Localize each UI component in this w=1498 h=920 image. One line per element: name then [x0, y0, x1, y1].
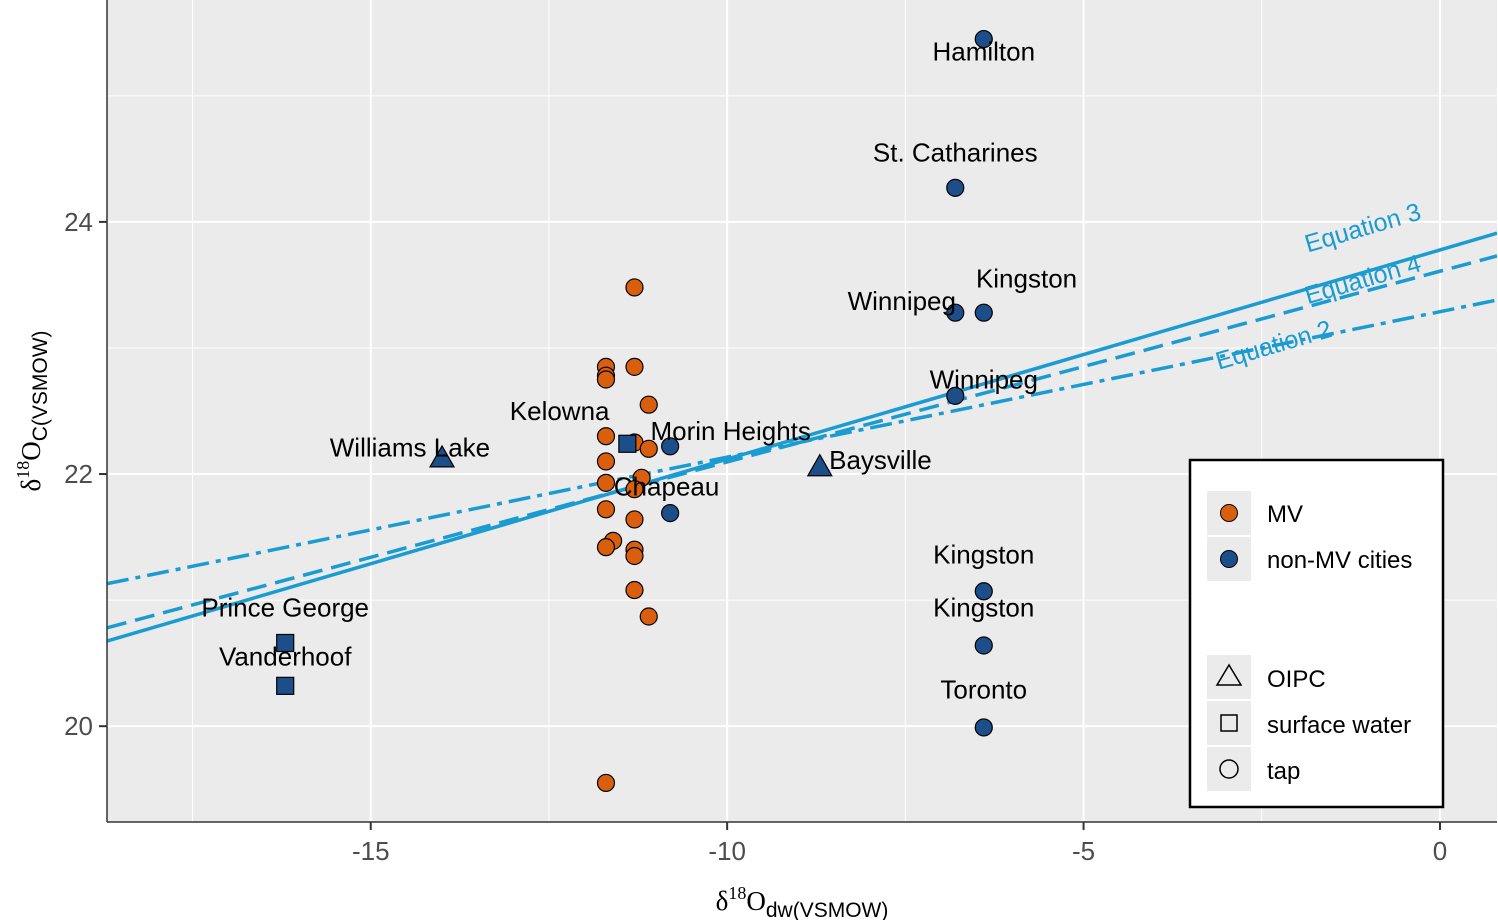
point-mv	[625, 580, 644, 600]
point-label: Prince George	[201, 593, 369, 623]
line-equation-4	[107, 254, 1497, 630]
point-surface-water	[276, 676, 295, 695]
point-mv	[625, 357, 644, 376]
point-surface-water	[618, 434, 637, 453]
point-mv	[625, 480, 644, 499]
point-non-mv-cities	[946, 303, 965, 322]
point-surface-water	[276, 633, 295, 653]
point-label: Baysville	[829, 445, 932, 475]
point-label: Morin Heights	[651, 416, 811, 446]
point-label: Kingston	[976, 263, 1077, 293]
point-mv	[596, 452, 616, 471]
point-oipc	[428, 444, 456, 468]
x-title-main: O	[746, 886, 766, 916]
legend: MV non-MV cities OIPC surface water tap	[1188, 458, 1445, 809]
point-non-mv-cities	[661, 504, 680, 523]
point-mv	[596, 427, 616, 446]
legend-key-tap-circle-icon	[1219, 759, 1239, 779]
point-label: Williams Lake	[330, 432, 490, 462]
point-mv	[596, 500, 616, 519]
legend-key-oipc-triangle-icon	[1215, 663, 1243, 686]
point-label: St. Catharines	[873, 137, 1038, 167]
point-label: Chapeau	[614, 471, 720, 501]
line-equation-2	[107, 298, 1497, 586]
point-non-mv-cities	[974, 29, 993, 49]
point-mv	[639, 439, 658, 458]
point-mv	[596, 473, 616, 492]
point-mv	[639, 607, 658, 626]
x-title-sub: dw(VSMOW)	[766, 899, 889, 920]
legend-label-oipc: OIPC	[1267, 666, 1326, 693]
legend-label-non-mv: non-MV cities	[1267, 547, 1412, 574]
point-mv	[596, 538, 616, 557]
legend-key-bg-oipc	[1207, 655, 1251, 699]
x-tick-label: -15	[352, 836, 390, 866]
point-mv	[625, 546, 644, 566]
point-mv	[639, 395, 658, 414]
point-label: Vanderhoof	[219, 642, 352, 672]
point-non-mv-cities	[974, 582, 993, 601]
legend-label-tap: tap	[1267, 758, 1300, 785]
y-title-sup: 18	[13, 461, 33, 479]
point-mv	[596, 370, 616, 389]
point-mv	[625, 510, 644, 529]
legend-key-bg-tap	[1207, 747, 1251, 791]
point-oipc	[806, 453, 833, 477]
x-axis-title: δ18Odw(VSMOW)	[716, 883, 889, 920]
y-title-delta: δ	[16, 479, 46, 492]
point-mv	[625, 278, 644, 297]
legend-key-mv	[1220, 504, 1238, 522]
point-label: Kelowna	[510, 396, 610, 426]
point-non-mv-cities	[974, 718, 993, 737]
y-tick-label: 20	[64, 711, 93, 741]
point-label: Kingston	[933, 593, 1034, 623]
y-axis-title: δ18OC(VSMOW)	[13, 330, 52, 491]
point-mv	[596, 773, 616, 793]
point-label: Hamilton	[932, 37, 1035, 67]
legend-label-mv: MV	[1267, 501, 1303, 528]
x-title-sup: 18	[728, 883, 746, 903]
point-label: Winnipeg	[930, 364, 1038, 394]
axes: -15 -10 -5 0 20 22 24	[64, 0, 1497, 866]
legend-key-surface-square-icon	[1220, 714, 1238, 732]
legend-key-non-mv	[1220, 550, 1238, 568]
point-non-mv-cities	[946, 178, 965, 197]
point-non-mv-cities	[946, 386, 965, 405]
point-label: Winnipeg	[848, 286, 956, 316]
y-tick-label: 22	[64, 459, 93, 489]
y-title-main: O	[16, 441, 46, 461]
x-tick-label: 0	[1433, 836, 1447, 866]
legend-key-bg-surface	[1207, 701, 1251, 745]
x-tick-label: -5	[1072, 836, 1095, 866]
regression-lines	[107, 231, 1497, 643]
point-label: Kingston	[933, 540, 1034, 570]
point-label: Toronto	[940, 674, 1027, 704]
point-non-mv-cities	[974, 636, 993, 655]
x-tick-label: -10	[708, 836, 746, 866]
legend-label-surface-water: surface water	[1267, 712, 1411, 739]
line-equation-3	[107, 231, 1497, 643]
point-non-mv-cities	[974, 303, 993, 322]
y-title-sub: C(VSMOW)	[29, 330, 52, 441]
data-points	[276, 29, 993, 793]
y-tick-label: 24	[64, 207, 93, 237]
point-non-mv-cities	[661, 437, 680, 456]
x-title-delta: δ	[716, 886, 729, 916]
